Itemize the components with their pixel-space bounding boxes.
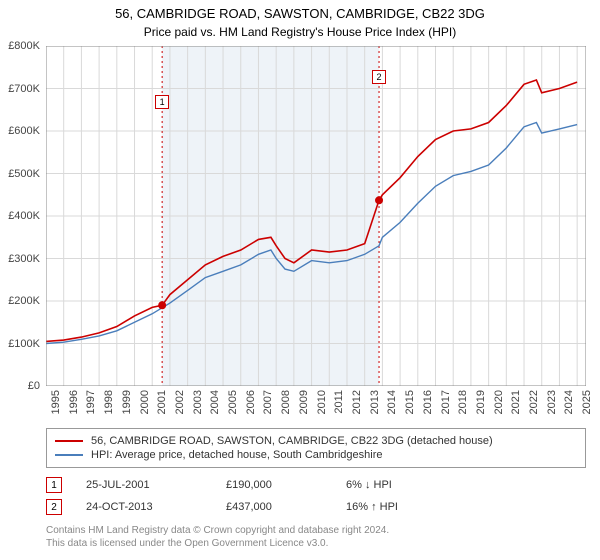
x-tick-label: 1998 xyxy=(103,390,115,414)
y-tick-label: £500K xyxy=(0,168,40,180)
x-tick-label: 2003 xyxy=(192,390,204,414)
x-tick-label: 2011 xyxy=(333,390,345,414)
legend-row: HPI: Average price, detached house, Sout… xyxy=(55,448,577,462)
x-tick-label: 2017 xyxy=(440,390,452,414)
sale-diff: 6% ↓ HPI xyxy=(346,479,466,491)
sale-date: 25-JUL-2001 xyxy=(86,479,226,491)
chart-area: £0£100K£200K£300K£400K£500K£600K£700K£80… xyxy=(46,46,586,386)
x-tick-label: 2021 xyxy=(510,390,522,414)
x-tick-label: 2001 xyxy=(156,390,168,414)
x-tick-label: 2004 xyxy=(209,390,221,414)
plot-svg xyxy=(46,46,586,386)
x-tick-label: 2005 xyxy=(227,390,239,414)
sales-table: 1 25-JUL-2001£190,0006% ↓ HPI 2 24-OCT-2013… xyxy=(46,474,586,518)
x-tick-label: 2019 xyxy=(475,390,487,414)
sale-marker-box: 2 xyxy=(372,70,386,84)
attribution-line-1: Contains HM Land Registry data © Crown c… xyxy=(46,524,389,537)
x-tick-label: 2023 xyxy=(546,390,558,414)
sale-price: £190,000 xyxy=(226,479,346,491)
x-tick-label: 2020 xyxy=(493,390,505,414)
x-tick-label: 2014 xyxy=(386,390,398,414)
x-tick-label: 2009 xyxy=(298,390,310,414)
x-tick-label: 1995 xyxy=(50,390,62,414)
legend-label: 56, CAMBRIDGE ROAD, SAWSTON, CAMBRIDGE, … xyxy=(91,435,493,447)
sale-marker-box: 1 xyxy=(155,95,169,109)
legend-row: 56, CAMBRIDGE ROAD, SAWSTON, CAMBRIDGE, … xyxy=(55,434,577,448)
y-tick-label: £100K xyxy=(0,338,40,350)
x-tick-label: 2016 xyxy=(422,390,434,414)
x-tick-label: 2025 xyxy=(581,390,593,414)
sale-date: 24-OCT-2013 xyxy=(86,501,226,513)
sale-marker-icon: 1 xyxy=(46,477,62,493)
y-tick-label: £600K xyxy=(0,125,40,137)
legend-swatch xyxy=(55,454,83,456)
sale-price: £437,000 xyxy=(226,501,346,513)
legend-swatch xyxy=(55,440,83,442)
x-tick-label: 2013 xyxy=(369,390,381,414)
chart-subtitle: Price paid vs. HM Land Registry's House … xyxy=(0,23,600,39)
y-tick-label: £700K xyxy=(0,83,40,95)
sale-row: 2 24-OCT-2013£437,00016% ↑ HPI xyxy=(46,496,586,518)
sale-row: 1 25-JUL-2001£190,0006% ↓ HPI xyxy=(46,474,586,496)
x-tick-label: 2006 xyxy=(245,390,257,414)
x-tick-label: 2024 xyxy=(563,390,575,414)
chart-container: 56, CAMBRIDGE ROAD, SAWSTON, CAMBRIDGE, … xyxy=(0,0,600,560)
x-tick-label: 1996 xyxy=(68,390,80,414)
sale-diff: 16% ↑ HPI xyxy=(346,501,466,513)
x-tick-label: 2012 xyxy=(351,390,363,414)
x-tick-label: 1997 xyxy=(85,390,97,414)
y-tick-label: £400K xyxy=(0,210,40,222)
chart-title: 56, CAMBRIDGE ROAD, SAWSTON, CAMBRIDGE, … xyxy=(0,0,600,23)
x-tick-label: 1999 xyxy=(121,390,133,414)
y-tick-label: £200K xyxy=(0,295,40,307)
x-tick-label: 2007 xyxy=(262,390,274,414)
y-tick-label: £800K xyxy=(0,40,40,52)
y-tick-label: £300K xyxy=(0,253,40,265)
legend: 56, CAMBRIDGE ROAD, SAWSTON, CAMBRIDGE, … xyxy=(46,428,586,468)
sale-marker-icon: 2 xyxy=(46,499,62,515)
x-tick-label: 2015 xyxy=(404,390,416,414)
x-tick-label: 2002 xyxy=(174,390,186,414)
x-tick-label: 2000 xyxy=(139,390,151,414)
x-tick-label: 2008 xyxy=(280,390,292,414)
attribution-line-2: This data is licensed under the Open Gov… xyxy=(46,537,389,550)
y-tick-label: £0 xyxy=(0,380,40,392)
x-tick-label: 2018 xyxy=(457,390,469,414)
attribution: Contains HM Land Registry data © Crown c… xyxy=(46,524,389,550)
legend-label: HPI: Average price, detached house, Sout… xyxy=(91,449,382,461)
x-tick-label: 2010 xyxy=(316,390,328,414)
x-tick-label: 2022 xyxy=(528,390,540,414)
